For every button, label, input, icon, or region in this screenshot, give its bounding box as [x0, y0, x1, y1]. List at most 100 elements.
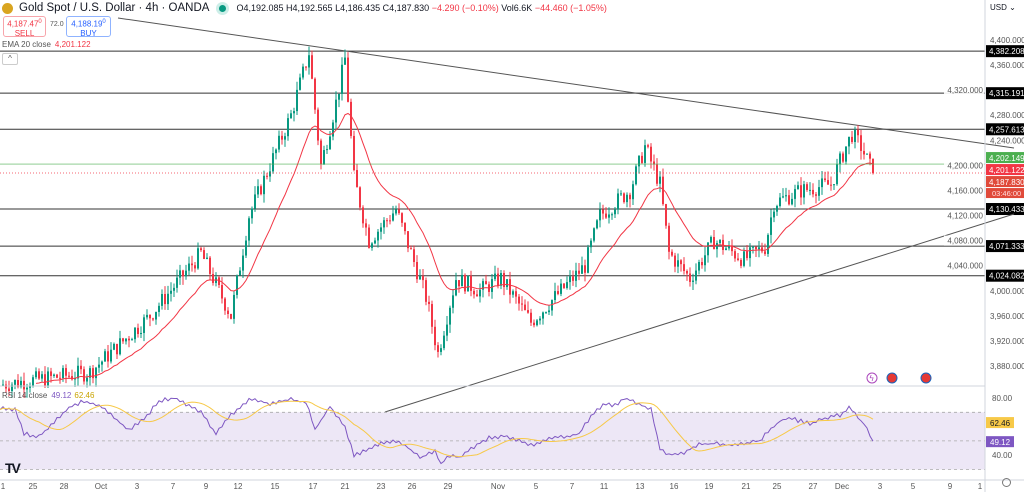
candle-body — [128, 338, 130, 341]
price-tick-label: 3,960.000 — [990, 312, 1024, 321]
candle-body — [2, 384, 4, 386]
candle-body — [815, 194, 817, 196]
level-tag-label: 4,130.433 — [989, 205, 1024, 214]
time-tick-label: Oct — [95, 482, 108, 491]
candle-body — [380, 227, 382, 232]
rsi-label: RSI 14 close — [2, 391, 48, 400]
candle-body — [257, 186, 259, 195]
candle-body — [164, 293, 166, 305]
level-tag-label: 4,382.208 — [989, 47, 1024, 56]
level-tag — [986, 123, 1024, 136]
ema-legend[interactable]: EMA 20 close 4,201.122 — [2, 40, 91, 49]
candle-body — [44, 374, 46, 386]
tradingview-logo-icon[interactable]: TV — [5, 460, 21, 476]
candle-body — [872, 158, 874, 174]
time-tick-label: 5 — [911, 482, 916, 491]
candle-body — [407, 231, 409, 249]
candle-body — [116, 343, 118, 355]
candle-body — [323, 150, 325, 165]
countdown-tag — [986, 188, 1024, 199]
time-tick-label: 17 — [309, 482, 318, 491]
price-tick-label: 3,920.000 — [990, 337, 1024, 346]
chart-header: Gold Spot / U.S. Dollar · 4h · OANDA O4,… — [2, 2, 607, 14]
collapse-legend-button[interactable]: ^ — [2, 53, 18, 65]
candle-body — [368, 227, 370, 248]
candle-body — [614, 209, 616, 215]
candle-body — [74, 378, 76, 380]
rsi-ma-value: 62.46 — [74, 391, 95, 400]
candle-body — [119, 338, 121, 355]
buy-button[interactable]: 4,188.190 BUY — [66, 16, 111, 38]
level-tag — [986, 269, 1024, 282]
candle-body — [758, 247, 760, 250]
candle-body — [314, 78, 316, 110]
time-tick-label: 9 — [948, 482, 953, 491]
candle-body — [506, 279, 508, 288]
candle-body — [299, 77, 301, 90]
candle-body — [581, 265, 583, 274]
time-tick-label: 23 — [377, 482, 386, 491]
us-flag-event-icon[interactable] — [920, 372, 932, 384]
candle-body — [503, 273, 505, 288]
candle-body — [176, 277, 178, 288]
candle-body — [482, 281, 484, 290]
candle-body — [461, 274, 463, 287]
candle-body — [851, 136, 853, 143]
price-tick-label: 4,040.000 — [947, 262, 983, 271]
candle-body — [611, 214, 613, 216]
symbol-title[interactable]: Gold Spot / U.S. Dollar · 4h · OANDA — [19, 2, 210, 14]
candle-body — [857, 129, 859, 136]
candle-body — [326, 149, 328, 151]
open-value: O4,192.085 — [236, 3, 284, 13]
candle-body — [335, 99, 337, 123]
rsi-legend[interactable]: RSI 14 close 49.12 62.46 — [2, 391, 94, 400]
candle-body — [446, 324, 448, 336]
candle-body — [785, 195, 787, 197]
change-value: −4.290 (−0.10%) — [431, 3, 499, 13]
time-tick-label: 21 — [742, 482, 751, 491]
candle-body — [821, 178, 823, 188]
candle-body — [596, 220, 598, 229]
price-tick-backing — [944, 260, 984, 271]
candle-body — [125, 338, 127, 342]
candle-body — [392, 213, 394, 221]
candle-body — [62, 368, 64, 379]
candle-body — [467, 275, 469, 292]
candle-body — [398, 209, 400, 214]
buy-label: BUY — [80, 28, 97, 38]
candle-body — [50, 371, 52, 376]
lightning-event-icon[interactable] — [866, 372, 878, 384]
candle-body — [512, 291, 514, 295]
candle-body — [20, 380, 22, 387]
ascending-trendline[interactable] — [384, 213, 1015, 413]
candle-body — [863, 150, 865, 155]
candle-body — [740, 259, 742, 266]
price-tick-label: 4,120.000 — [947, 212, 983, 221]
candle-body — [92, 368, 94, 379]
currency-selector[interactable]: USD ⌄ — [990, 3, 1016, 12]
candle-body — [455, 280, 457, 296]
candle-body — [395, 209, 397, 214]
candle-body — [5, 384, 7, 389]
descending-trendline[interactable] — [117, 17, 1015, 149]
candle-body — [548, 310, 550, 313]
level-tag — [986, 87, 1024, 100]
ohlc-readout: O4,192.085 H4,192.565 L4,186.435 C4,187.… — [236, 3, 606, 13]
candle-body — [26, 387, 28, 390]
candle-body — [131, 339, 133, 341]
sell-button[interactable]: 4,187.470 SELL — [3, 16, 46, 38]
candle-body — [728, 245, 730, 249]
price-tick-label: 4,080.000 — [947, 237, 983, 246]
candle-body — [830, 184, 832, 186]
candle-body — [734, 251, 736, 259]
price-tick-label: 4,400.000 — [990, 36, 1024, 45]
candle-body — [509, 279, 511, 295]
candle-body — [494, 273, 496, 280]
us-flag-event-icon[interactable] — [886, 372, 898, 384]
settings-gear-icon[interactable] — [1002, 478, 1011, 487]
candle-body — [134, 327, 136, 340]
candle-body — [845, 146, 847, 162]
candle-body — [173, 287, 175, 291]
candle-body — [434, 326, 436, 346]
